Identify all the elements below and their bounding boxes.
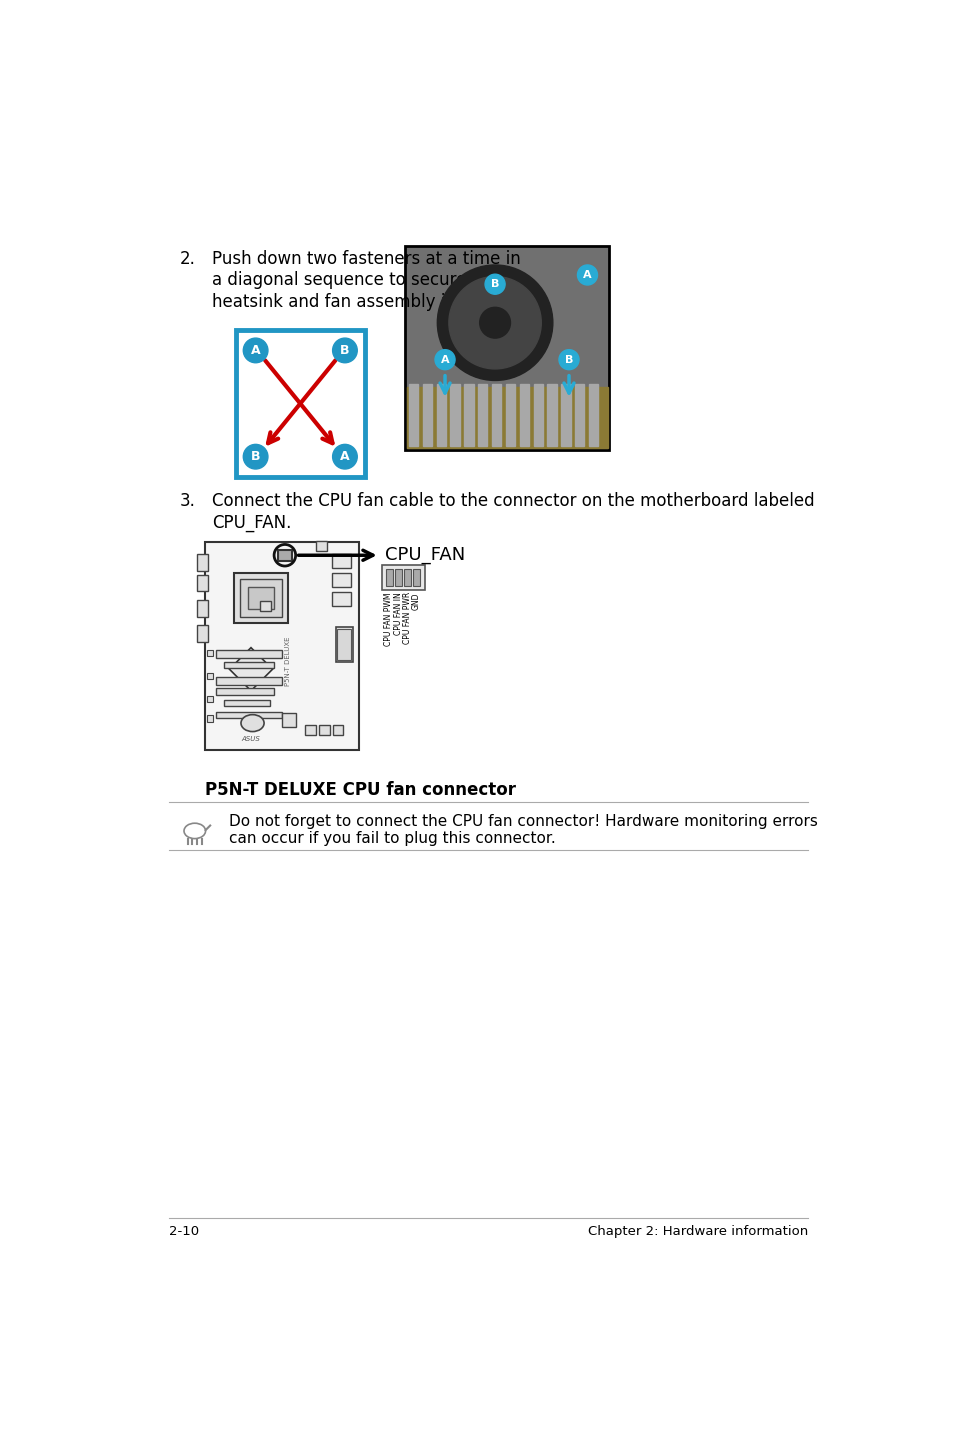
Text: a diagonal sequence to secure the: a diagonal sequence to secure the	[213, 272, 498, 289]
Bar	[216, 650, 281, 657]
Bar	[395, 569, 401, 587]
Bar	[207, 673, 213, 679]
Text: A: A	[582, 270, 591, 280]
Bar	[492, 384, 500, 446]
Circle shape	[577, 265, 597, 285]
Text: A: A	[440, 355, 449, 365]
Ellipse shape	[241, 715, 264, 732]
Bar	[560, 384, 570, 446]
Bar	[405, 246, 608, 450]
Bar	[305, 725, 315, 735]
Bar	[197, 626, 208, 643]
Bar	[575, 384, 584, 446]
Circle shape	[449, 276, 540, 370]
Text: GND: GND	[412, 592, 420, 610]
Bar	[409, 384, 417, 446]
Bar	[207, 696, 213, 702]
Text: Push down two fasteners at a time in: Push down two fasteners at a time in	[213, 250, 520, 267]
Text: 2-10: 2-10	[170, 1225, 199, 1238]
Text: Connect the CPU fan cable to the connector on the motherboard labeled: Connect the CPU fan cable to the connect…	[213, 492, 814, 510]
Bar	[505, 384, 515, 446]
Bar	[240, 580, 281, 617]
Bar	[547, 384, 557, 446]
Bar	[336, 630, 351, 660]
Text: Chapter 2: Hardware information: Chapter 2: Hardware information	[588, 1225, 807, 1238]
Bar	[404, 569, 411, 587]
Text: Do not forget to connect the CPU fan connector! Hardware monitoring errors: Do not forget to connect the CPU fan con…	[229, 814, 818, 828]
Bar	[233, 572, 288, 623]
Text: CPU FAN IN: CPU FAN IN	[394, 592, 402, 636]
Bar	[519, 384, 528, 446]
Bar	[335, 627, 353, 661]
Circle shape	[243, 338, 268, 362]
Circle shape	[436, 265, 552, 381]
Bar	[436, 384, 445, 446]
Bar	[333, 725, 343, 735]
Text: P5N-T DELUXE: P5N-T DELUXE	[285, 637, 291, 686]
Text: B: B	[564, 355, 573, 365]
Bar	[406, 387, 607, 449]
Bar	[207, 716, 213, 722]
Bar	[281, 713, 295, 728]
Text: A: A	[340, 450, 350, 463]
Bar	[216, 712, 281, 718]
Text: P5N-T DELUXE CPU fan connector: P5N-T DELUXE CPU fan connector	[205, 781, 516, 800]
Circle shape	[333, 338, 356, 362]
Bar	[216, 689, 274, 695]
Bar	[277, 549, 292, 561]
Bar	[216, 677, 281, 684]
Bar	[332, 592, 351, 605]
Circle shape	[435, 349, 455, 370]
Bar	[248, 587, 274, 610]
Circle shape	[558, 349, 578, 370]
Text: B: B	[491, 279, 498, 289]
Circle shape	[484, 275, 504, 295]
Bar	[197, 554, 208, 571]
Bar	[385, 569, 393, 587]
Bar	[332, 554, 351, 568]
Text: A: A	[251, 344, 260, 357]
Bar	[205, 542, 358, 751]
Bar	[197, 600, 208, 617]
Bar	[224, 661, 274, 667]
Bar	[235, 331, 365, 477]
Text: CPU_FAN: CPU_FAN	[385, 546, 465, 564]
Bar	[197, 575, 208, 591]
Text: ASUS: ASUS	[241, 735, 260, 742]
Bar	[413, 569, 420, 587]
Text: 3.: 3.	[179, 492, 195, 510]
Bar	[588, 384, 598, 446]
Polygon shape	[229, 647, 273, 690]
Circle shape	[333, 444, 356, 469]
Bar	[450, 384, 459, 446]
Bar	[207, 650, 213, 656]
Bar	[318, 725, 329, 735]
Circle shape	[243, 444, 268, 469]
Text: CPU FAN PWM: CPU FAN PWM	[384, 592, 393, 646]
Text: can occur if you fail to plug this connector.: can occur if you fail to plug this conne…	[229, 831, 556, 846]
Text: CPU_FAN.: CPU_FAN.	[213, 513, 292, 532]
Bar	[332, 572, 351, 587]
Bar	[260, 601, 271, 611]
Text: 2.: 2.	[179, 250, 195, 267]
Bar	[316, 541, 327, 551]
Bar	[224, 700, 270, 706]
Bar	[422, 384, 432, 446]
Text: B: B	[251, 450, 260, 463]
Text: B: B	[340, 344, 350, 357]
Text: heatsink and fan assembly in place.: heatsink and fan assembly in place.	[213, 293, 511, 311]
Text: CPU FAN PWR: CPU FAN PWR	[402, 592, 412, 644]
Circle shape	[479, 308, 510, 338]
Bar	[381, 565, 425, 590]
Bar	[533, 384, 542, 446]
Bar	[477, 384, 487, 446]
Bar	[464, 384, 473, 446]
